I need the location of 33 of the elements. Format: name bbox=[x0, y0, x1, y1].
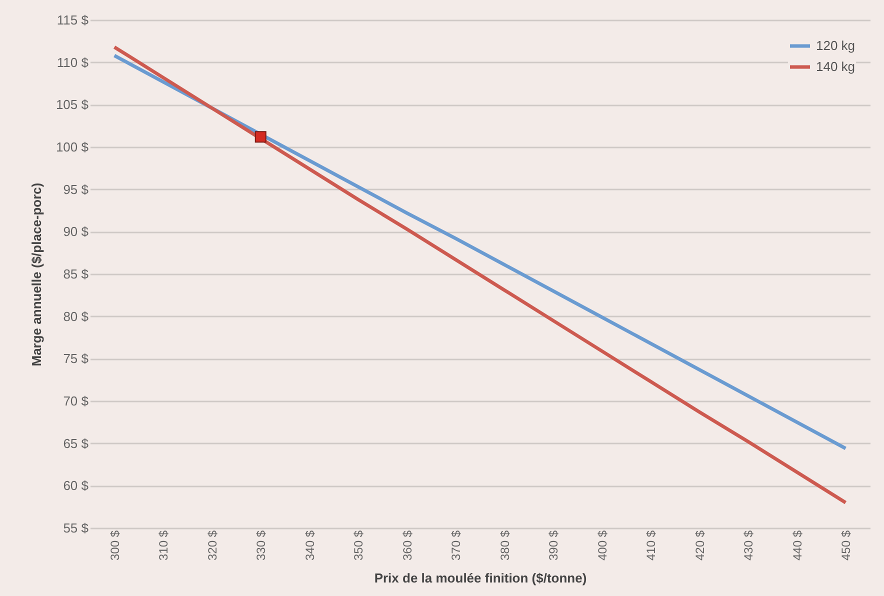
x-tick-label: 300 $ bbox=[108, 530, 122, 561]
x-tick-label: 310 $ bbox=[156, 530, 171, 561]
y-tick-label: 55 $ bbox=[63, 520, 90, 536]
y-tick-label: 100 $ bbox=[56, 140, 90, 154]
y-tick-label: 65 $ bbox=[63, 436, 90, 451]
x-tick-label: 360 $ bbox=[400, 530, 414, 561]
legend-label: 140 kg bbox=[816, 59, 856, 74]
x-tick-label: 330 $ bbox=[254, 530, 268, 561]
x-axis-title: Prix de la moulée finition ($/tonne) bbox=[374, 570, 587, 586]
y-tick-label: 80 $ bbox=[63, 308, 90, 324]
y-tick-label: 70 $ bbox=[63, 394, 90, 408]
x-tick-label: 350 $ bbox=[352, 530, 366, 561]
x-tick-label: 380 $ bbox=[498, 530, 512, 561]
x-tick-label: 420 $ bbox=[692, 530, 707, 561]
legend-label: 120 kg bbox=[816, 38, 856, 53]
y-tick-label: 60 $ bbox=[63, 478, 90, 494]
y-tick-label: 105 $ bbox=[56, 97, 90, 112]
x-tick-label: 440 $ bbox=[790, 530, 804, 561]
y-tick-label: 90 $ bbox=[63, 224, 90, 240]
y-tick-label: 75 $ bbox=[63, 351, 90, 366]
y-tick-label: 110 $ bbox=[56, 54, 90, 70]
x-tick-label: 450 $ bbox=[839, 530, 854, 561]
x-tick-label: 370 $ bbox=[449, 530, 464, 561]
x-tick-label: 430 $ bbox=[742, 530, 756, 561]
x-tick-label: 410 $ bbox=[644, 530, 658, 561]
y-tick-label: 85 $ bbox=[63, 266, 90, 282]
y-axis-title: Marge annuelle ($/place-porc) bbox=[28, 182, 44, 366]
y-tick-label: 115 $ bbox=[56, 12, 90, 28]
x-tick-label: 320 $ bbox=[205, 530, 220, 561]
x-tick-label: 340 $ bbox=[302, 530, 317, 561]
x-tick-label: 400 $ bbox=[595, 530, 610, 561]
x-tick-label: 390 $ bbox=[546, 530, 561, 561]
y-tick-label: 95 $ bbox=[63, 182, 90, 197]
